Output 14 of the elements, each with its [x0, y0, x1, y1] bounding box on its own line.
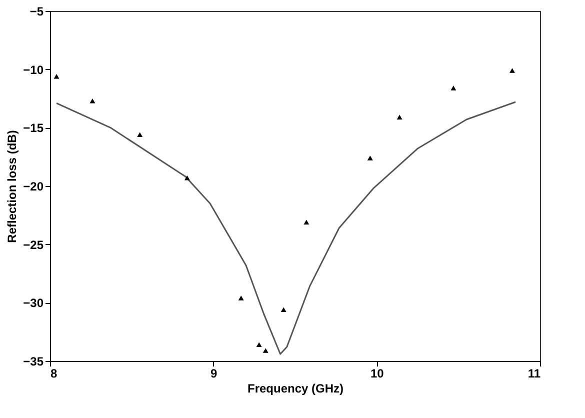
y-axis-title: Reflection loss (dB) [5, 130, 20, 243]
x-tick-label: 9 [210, 366, 218, 380]
x-axis-title: Frequency (GHz) [247, 382, 344, 396]
y-tick-label: −15 [23, 121, 44, 136]
x-tick-label: 10 [370, 366, 384, 380]
y-tick-label: −20 [23, 180, 44, 194]
line-series [56, 101, 516, 355]
y-tick-label: −35 [23, 354, 44, 368]
x-tick-label: 11 [528, 366, 541, 380]
y-tick-label: −25 [23, 238, 44, 252]
y-tick-label: −10 [23, 62, 44, 77]
y-tick-label: −30 [23, 296, 44, 310]
y-tick-label: −5 [30, 4, 44, 18]
x-tick-label: 8 [50, 366, 58, 380]
